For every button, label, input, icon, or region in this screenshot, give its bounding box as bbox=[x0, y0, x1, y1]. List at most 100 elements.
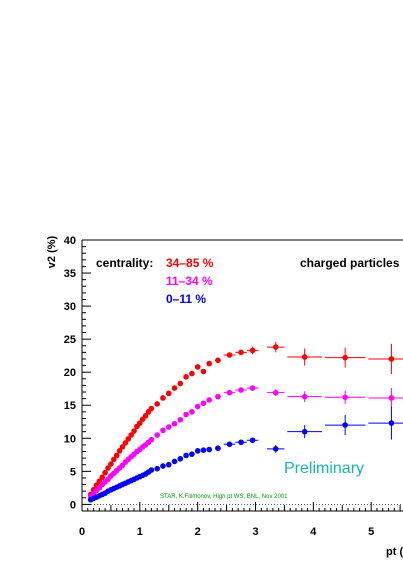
data-point bbox=[215, 357, 221, 364]
charged-particles-label: charged particles bbox=[300, 256, 400, 270]
data-point bbox=[137, 420, 143, 426]
data-point bbox=[177, 380, 184, 387]
data-point bbox=[238, 387, 244, 393]
data-point bbox=[194, 448, 201, 454]
data-point bbox=[189, 370, 195, 377]
y-tick-label: 20 bbox=[64, 367, 76, 379]
data-point bbox=[272, 344, 279, 350]
data-point bbox=[226, 441, 233, 448]
x-tick-label: 3 bbox=[252, 526, 258, 538]
data-point bbox=[165, 424, 172, 430]
data-point bbox=[342, 354, 348, 361]
data-point bbox=[249, 347, 256, 354]
data-point bbox=[154, 401, 160, 407]
data-point bbox=[148, 436, 155, 443]
legend-label-0-11: 0–11 % bbox=[166, 292, 206, 306]
x-tick-label: 5 bbox=[368, 526, 374, 538]
data-point bbox=[301, 393, 308, 400]
data-point bbox=[200, 368, 207, 375]
data-point bbox=[194, 403, 201, 410]
data-point bbox=[148, 467, 155, 473]
data-point bbox=[388, 395, 395, 401]
data-point bbox=[165, 390, 172, 397]
data-point bbox=[131, 428, 137, 434]
y-tick-label: 40 bbox=[64, 235, 76, 247]
data-point bbox=[189, 409, 195, 415]
data-point bbox=[272, 389, 279, 396]
y-axis-label: v2 (%) bbox=[46, 235, 58, 268]
series-2 bbox=[87, 406, 403, 503]
data-point bbox=[177, 455, 184, 462]
data-point bbox=[177, 416, 184, 423]
x-tick-label: 1 bbox=[137, 526, 143, 538]
data-point bbox=[183, 411, 189, 418]
credit-label: STAR, K.Filimonov, High pt WS, BNL, Nov … bbox=[160, 494, 288, 500]
data-point bbox=[272, 446, 279, 452]
data-point bbox=[206, 360, 213, 367]
data-point bbox=[108, 461, 114, 467]
data-point bbox=[171, 458, 178, 465]
data-series bbox=[87, 341, 403, 503]
data-point bbox=[116, 448, 123, 454]
data-point bbox=[206, 397, 213, 403]
data-point bbox=[301, 354, 308, 360]
data-point bbox=[142, 413, 149, 419]
data-point bbox=[215, 445, 221, 452]
data-point bbox=[119, 444, 126, 450]
data-point bbox=[238, 439, 244, 446]
data-point bbox=[249, 437, 256, 444]
data-point bbox=[160, 463, 166, 469]
data-point bbox=[238, 349, 244, 356]
legend-label-11-34: 11–34 % bbox=[166, 274, 213, 288]
data-point bbox=[226, 389, 233, 396]
data-point bbox=[113, 452, 120, 459]
data-point bbox=[111, 456, 117, 463]
x-axis-label: pt ( bbox=[386, 546, 403, 558]
y-tick-label: 10 bbox=[64, 433, 76, 445]
preliminary-label: Preliminary bbox=[284, 460, 364, 477]
y-tick-label: 15 bbox=[64, 400, 76, 412]
data-point bbox=[128, 432, 134, 438]
data-point bbox=[160, 395, 166, 401]
data-point bbox=[215, 393, 221, 400]
x-tick-label: 2 bbox=[195, 526, 201, 538]
x-axis-ticks: 0 1 2 3 4 5 bbox=[79, 502, 401, 538]
y-tick-label: 0 bbox=[70, 499, 76, 511]
x-tick-label: 4 bbox=[310, 526, 317, 538]
data-point bbox=[125, 436, 132, 442]
plot-frame bbox=[81, 239, 403, 512]
data-point bbox=[165, 461, 172, 468]
x-tick-label: 0 bbox=[79, 526, 85, 538]
data-point bbox=[99, 474, 106, 481]
data-point bbox=[160, 427, 166, 434]
data-point bbox=[189, 451, 195, 457]
data-point bbox=[388, 420, 395, 426]
data-point bbox=[249, 385, 256, 391]
data-point bbox=[122, 440, 129, 446]
data-point bbox=[342, 394, 348, 401]
y-tick-label: 5 bbox=[70, 466, 76, 478]
data-point bbox=[171, 420, 178, 427]
data-point bbox=[200, 447, 207, 453]
series-1 bbox=[87, 385, 403, 500]
series-0 bbox=[87, 341, 403, 498]
data-point bbox=[301, 428, 308, 435]
data-point bbox=[105, 465, 111, 471]
y-tick-label: 25 bbox=[64, 334, 76, 346]
data-point bbox=[154, 465, 160, 472]
data-point bbox=[194, 364, 201, 370]
data-point bbox=[226, 352, 233, 358]
data-point bbox=[148, 405, 155, 412]
legend-title: centrality: bbox=[96, 256, 153, 270]
data-point bbox=[200, 400, 207, 407]
data-point bbox=[206, 446, 213, 453]
data-point bbox=[388, 356, 395, 362]
data-point bbox=[154, 432, 160, 438]
data-point bbox=[342, 422, 348, 428]
legend-label-34-85: 34–85 % bbox=[166, 256, 214, 270]
y-axis-ticks: 0 5 10 15 20 25 30 35 40 bbox=[64, 235, 91, 511]
data-point bbox=[102, 469, 108, 476]
y-tick-label: 35 bbox=[64, 268, 76, 280]
